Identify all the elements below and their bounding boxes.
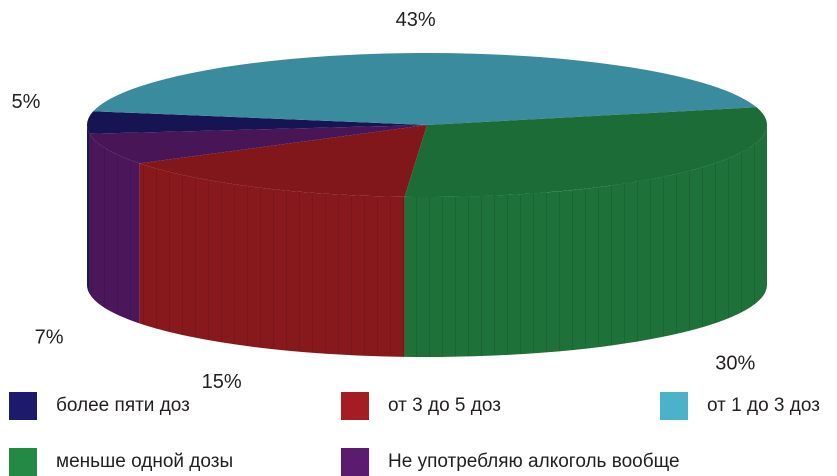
pie-side-walls — [87, 125, 768, 357]
pie-label-three-to-five: 15% — [202, 371, 242, 393]
pie-slice-less-than-one — [404, 107, 768, 197]
legend-swatch-one-to-three — [660, 392, 688, 420]
pie-label-one-to-three: 43% — [396, 9, 436, 31]
pie-value-labels: 5% 15% 43% 30% 7% — [12, 9, 756, 393]
pie-slice-no-alcohol — [89, 125, 427, 164]
legend-label-more-than-five: более пяти доз — [56, 395, 190, 416]
legend-label-less-than-one: меньше одной дозы — [56, 451, 234, 472]
pie-side-stripes-more-than-five — [87, 125, 90, 294]
pie-slice-three-to-five — [139, 125, 427, 197]
pie-side-stripes-less-than-one — [404, 125, 768, 357]
legend-swatch-three-to-five — [341, 392, 369, 420]
pie-label-less-than-one: 30% — [715, 352, 755, 374]
legend-label-three-to-five: от 3 до 5 доз — [388, 395, 501, 416]
legend-swatch-less-than-one — [9, 448, 37, 476]
pie-side-stripes-three-to-five — [139, 163, 405, 357]
pie-top-faces — [86, 52, 768, 197]
legend-swatch-more-than-five — [9, 392, 37, 420]
pie-label-more-than-five: 5% — [12, 91, 41, 113]
pie-slice-more-than-five — [86, 111, 427, 134]
legend-label-no-alcohol: Не употребляю алкоголь вообще — [388, 451, 680, 472]
pie-slice-one-to-three — [93, 52, 757, 125]
legend-swatch-no-alcohol — [341, 448, 369, 476]
pie-label-no-alcohol: 7% — [35, 327, 64, 349]
pie-side-stripes-no-alcohol — [89, 133, 140, 324]
legend-label-one-to-three: от 1 до 3 доз — [707, 395, 820, 416]
